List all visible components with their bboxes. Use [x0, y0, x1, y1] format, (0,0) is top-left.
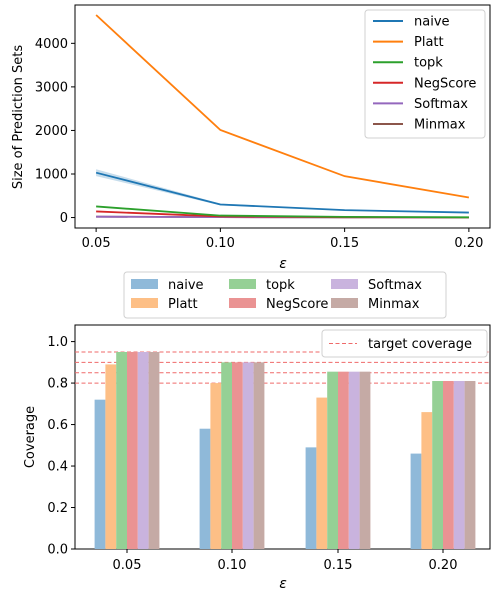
bar-minmax — [148, 351, 160, 549]
bottom-y-tick-label: 0.8 — [47, 377, 68, 392]
series-band-naive — [96, 169, 469, 213]
bar-platt — [210, 383, 222, 549]
bar-platt — [105, 364, 117, 549]
bar-legend-label: NegScore — [266, 297, 328, 312]
bottom-y-tick-label: 0.6 — [47, 418, 68, 433]
bar-negscore — [443, 381, 454, 549]
top-y-tick-label: 1000 — [35, 167, 68, 182]
bar-negscore — [127, 351, 138, 549]
bottom-x-tick-label: 0.20 — [429, 558, 458, 573]
bar-legend-swatch — [331, 279, 358, 289]
top-y-axis-label: Size of Prediction Sets — [11, 45, 26, 190]
bar-legend-label: Softmax — [368, 278, 422, 293]
top-x-axis-label: ε — [279, 256, 287, 272]
bottom-x-axis-label: ε — [279, 576, 287, 591]
top-plot-frame — [74, 4, 491, 229]
top-legend: naive Platt topk NegScore Softmax Minmax — [364, 9, 486, 139]
bar-softmax — [453, 381, 465, 549]
top-x-tick-label: 0.15 — [330, 236, 359, 251]
bar-legend-swatch — [131, 279, 158, 289]
bottom-y-axis-label: Coverage — [23, 406, 38, 468]
bottom-y-tick-label: 0.0 — [47, 543, 68, 558]
bar-legend-label: topk — [266, 278, 295, 293]
reference-legend: target coverage — [321, 329, 488, 358]
bottom-x-tick-label: 0.05 — [113, 558, 142, 573]
bar-legend-swatch — [229, 279, 256, 289]
coverage-chart: 0.0 0.2 0.4 0.6 0.8 1.0 0.05 0.10 0.15 0.20 Cove… — [23, 324, 491, 591]
bar-softmax — [137, 351, 149, 549]
series-line-naive — [95, 171, 469, 214]
bar-platt — [421, 412, 433, 549]
bar-negscore — [338, 371, 349, 549]
bottom-plot-frame — [74, 324, 491, 550]
bar-minmax — [359, 371, 371, 549]
legend-label: topk — [414, 56, 443, 71]
bar-minmax — [464, 381, 476, 549]
bar-softmax — [348, 371, 360, 549]
top-x-tick-label: 0.05 — [82, 236, 111, 251]
bar-topk — [221, 362, 232, 549]
bottom-x-tick-label: 0.15 — [324, 558, 353, 573]
legend-label: Softmax — [414, 97, 468, 112]
bar-softmax — [242, 362, 254, 549]
bar-topk — [327, 371, 338, 549]
bar-naive — [305, 447, 317, 549]
bar-topk — [432, 381, 443, 549]
bar-legend-label: Platt — [168, 297, 198, 312]
bottom-y-tick-label: 0.4 — [47, 460, 68, 475]
legend-label: Platt — [414, 35, 444, 50]
bar-minmax — [253, 362, 265, 549]
bottom-y-tick-label: 1.0 — [47, 335, 68, 350]
bar-naive — [410, 453, 422, 549]
top-y-tick-label: 3000 — [35, 80, 68, 95]
top-x-tick-label: 0.10 — [206, 236, 235, 251]
bar-legend-label: naive — [168, 278, 204, 293]
bar-topk — [116, 351, 127, 549]
series-line-topk — [96, 205, 469, 219]
bar-legend-label: Minmax — [368, 297, 420, 312]
top-x-tick-label: 0.20 — [454, 236, 483, 251]
bottom-y-tick-label: 0.2 — [47, 501, 68, 516]
bar-negscore — [232, 362, 243, 549]
top-y-tick-label: 2000 — [35, 124, 68, 139]
legend-label: naive — [414, 15, 450, 30]
bar-legend: naive Platt topk NegScore Softmax Minmax — [123, 271, 447, 319]
legend-label: NegScore — [414, 76, 476, 91]
bar-legend-swatch — [229, 298, 256, 308]
prediction-set-size-chart: 0 1000 2000 3000 4000 0.05 0.10 0.15 0.20 Size … — [11, 4, 491, 272]
bar-platt — [316, 397, 328, 549]
legend-label: Minmax — [414, 118, 466, 133]
bar-legend-swatch — [331, 298, 358, 308]
top-y-tick-label: 4000 — [35, 37, 68, 52]
series-line-platt — [95, 14, 470, 199]
reference-legend-label: target coverage — [368, 337, 472, 352]
bar-naive — [94, 399, 106, 549]
bottom-x-tick-label: 0.10 — [218, 558, 247, 573]
bar-naive — [199, 428, 211, 549]
top-y-tick-label: 0 — [60, 211, 68, 226]
bar-legend-swatch — [131, 298, 158, 308]
